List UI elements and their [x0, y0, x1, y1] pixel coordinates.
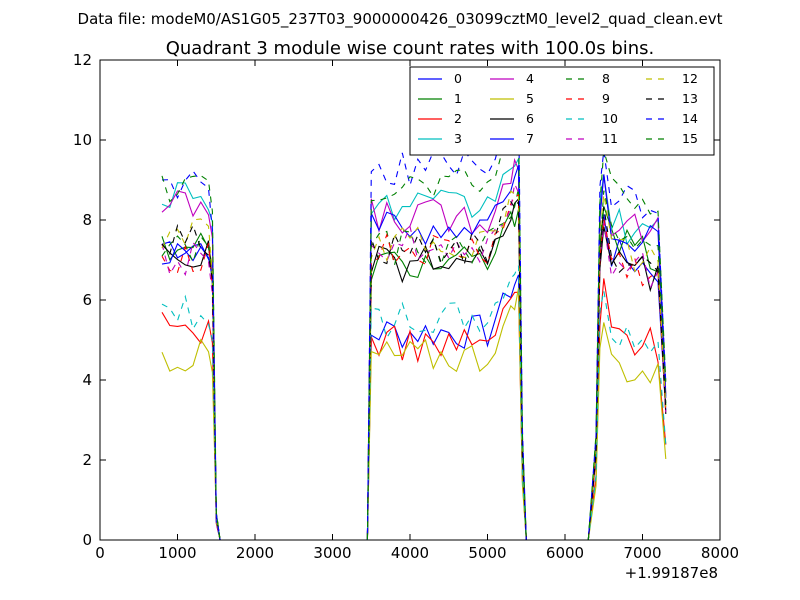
series-line-11	[161, 182, 667, 540]
y-tick-label: 2	[82, 451, 92, 469]
y-tick-label: 8	[82, 211, 92, 229]
legend-label-13: 13	[682, 91, 698, 106]
y-tick-label: 0	[82, 531, 92, 549]
legend-label-1: 1	[454, 91, 462, 106]
y-tick-label: 10	[73, 131, 92, 149]
legend-label-14: 14	[682, 111, 698, 126]
x-tick-label: 8000	[701, 544, 739, 562]
legend-box	[409, 66, 715, 156]
legend-label-9: 9	[602, 91, 610, 106]
y-tick-label: 4	[82, 371, 92, 389]
series-line-15	[161, 118, 667, 540]
x-tick-label: 3000	[313, 544, 351, 562]
legend-label-15: 15	[682, 131, 698, 146]
x-tick-label: 4000	[391, 544, 429, 562]
x-tick-label: 6000	[546, 544, 584, 562]
legend-label-11: 11	[602, 131, 618, 146]
legend-label-5: 5	[526, 91, 534, 106]
x-tick-label: 0	[95, 544, 105, 562]
legend-label-10: 10	[602, 111, 618, 126]
y-tick-label: 12	[73, 51, 92, 69]
axis-ticks: 0 1000 2000 3000 4000 5000 6000 7000 80000246810…	[73, 51, 739, 562]
legend-label-0: 0	[454, 71, 462, 86]
legend-label-6: 6	[526, 111, 534, 126]
legend-label-2: 2	[454, 111, 462, 126]
x-offset-label: +1.99187e8	[625, 564, 718, 582]
y-tick-label: 6	[82, 291, 92, 309]
x-tick-label: 7000	[623, 544, 661, 562]
x-tick-label: 2000	[236, 544, 274, 562]
suptitle: Data file: modeM0/AS1G05_237T03_90000004…	[78, 10, 723, 29]
legend-label-7: 7	[526, 131, 534, 146]
legend-label-8: 8	[602, 71, 610, 86]
series-line-14	[161, 100, 667, 540]
x-tick-label: 1000	[158, 544, 196, 562]
legend-label-12: 12	[682, 71, 698, 86]
legend-label-3: 3	[454, 131, 462, 146]
x-tick-label: 5000	[468, 544, 506, 562]
series-layer	[161, 100, 667, 540]
chart-title: Quadrant 3 module wise count rates with …	[166, 38, 655, 59]
legend-label-4: 4	[526, 71, 534, 86]
